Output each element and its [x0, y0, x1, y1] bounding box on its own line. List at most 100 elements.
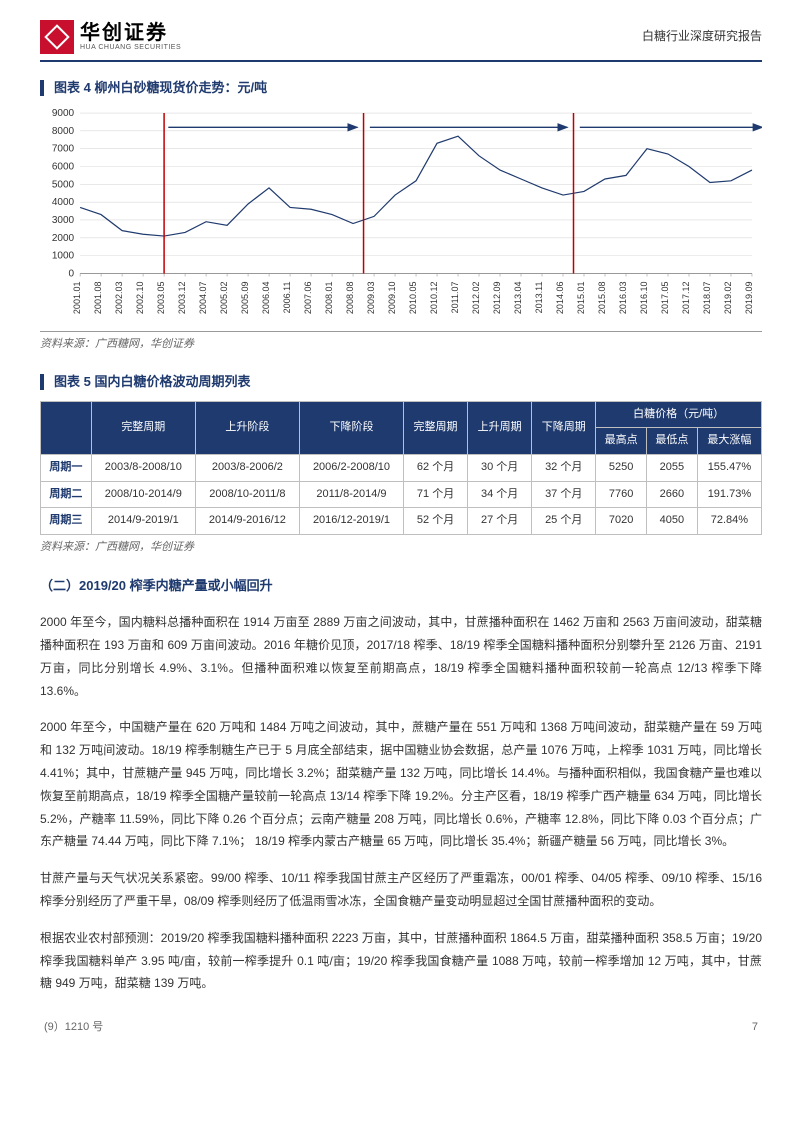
cell-full: 2003/8-2008/10	[91, 454, 195, 481]
svg-text:2014.06: 2014.06	[555, 281, 565, 314]
chart4-svg: 0100020003000400050006000700080009000200…	[40, 107, 762, 328]
svg-text:4000: 4000	[52, 197, 75, 208]
footer-left: (9）1210 号	[44, 1019, 103, 1037]
page-header: 华创证券 HUA CHUANG SECURITIES 白糖行业深度研究报告	[40, 20, 762, 62]
svg-text:2016.03: 2016.03	[618, 281, 628, 314]
svg-text:2019.09: 2019.09	[744, 281, 754, 314]
cell-amp: 72.84%	[697, 508, 761, 535]
svg-text:8000: 8000	[52, 126, 75, 137]
section2-p3: 甘蔗产量与天气状况关系紧密。99/00 榨季、10/11 榨季我国甘蔗主产区经历…	[40, 867, 762, 913]
svg-text:9000: 9000	[52, 108, 75, 119]
cell-down_m: 37 个月	[532, 481, 596, 508]
svg-text:2008.08: 2008.08	[345, 281, 355, 314]
th-low: 最低点	[647, 428, 698, 455]
th-amp: 最大涨幅	[697, 428, 761, 455]
th-up: 上升阶段	[195, 401, 299, 454]
svg-text:3000: 3000	[52, 215, 75, 226]
th-up-m: 上升周期	[468, 401, 532, 454]
cell-high: 7020	[596, 508, 647, 535]
cell-amp: 155.47%	[697, 454, 761, 481]
cell-label: 周期二	[41, 481, 92, 508]
table5-title: 图表 5 国内白糖价格波动周期列表	[54, 372, 250, 393]
logo-icon	[40, 20, 74, 54]
svg-text:2002.03: 2002.03	[114, 281, 124, 314]
cell-low: 4050	[647, 508, 698, 535]
svg-text:2012.02: 2012.02	[471, 281, 481, 314]
svg-text:2005.02: 2005.02	[219, 281, 229, 314]
chart4-source: 资料来源：广西糖网，华创证券	[40, 336, 762, 354]
cell-low: 2660	[647, 481, 698, 508]
svg-text:2011.07: 2011.07	[450, 281, 460, 313]
svg-text:2005.09: 2005.09	[240, 281, 250, 314]
cell-down: 2006/2-2008/10	[299, 454, 403, 481]
cell-high: 7760	[596, 481, 647, 508]
svg-text:2003.12: 2003.12	[177, 281, 187, 314]
cell-label: 周期一	[41, 454, 92, 481]
cell-full_m: 62 个月	[404, 454, 468, 481]
cell-up_m: 30 个月	[468, 454, 532, 481]
th-price: 白糖价格（元/吨）	[596, 401, 762, 428]
cell-label: 周期三	[41, 508, 92, 535]
th-down-m: 下降周期	[532, 401, 596, 454]
cell-down: 2011/8-2014/9	[299, 481, 403, 508]
cell-up_m: 27 个月	[468, 508, 532, 535]
svg-text:2001.01: 2001.01	[72, 281, 82, 314]
svg-text:2013.11: 2013.11	[534, 281, 544, 313]
footer-right: 7	[752, 1019, 758, 1037]
page-footer: (9）1210 号 7	[40, 1019, 762, 1037]
section2-p1: 2000 年至今，国内糖料总播种面积在 1914 万亩至 2889 万亩之间波动…	[40, 611, 762, 702]
cell-up: 2008/10-2011/8	[195, 481, 299, 508]
cell-full: 2008/10-2014/9	[91, 481, 195, 508]
svg-text:2013.04: 2013.04	[513, 281, 523, 314]
svg-text:2019.02: 2019.02	[723, 281, 733, 314]
svg-text:2009.03: 2009.03	[366, 281, 376, 314]
svg-text:6000: 6000	[52, 161, 75, 172]
title-bar-icon	[40, 80, 44, 96]
cell-amp: 191.73%	[697, 481, 761, 508]
svg-text:2015.08: 2015.08	[597, 281, 607, 314]
svg-text:2001.08: 2001.08	[93, 281, 103, 314]
th-blank	[41, 401, 92, 454]
cell-low: 2055	[647, 454, 698, 481]
cycle-table: 完整周期 上升阶段 下降阶段 完整周期 上升周期 下降周期 白糖价格（元/吨） …	[40, 401, 762, 535]
svg-text:2010.12: 2010.12	[429, 281, 439, 314]
svg-text:7000: 7000	[52, 143, 75, 154]
cell-full_m: 71 个月	[404, 481, 468, 508]
svg-text:2004.07: 2004.07	[198, 281, 208, 314]
logo-cn: 华创证券	[80, 22, 181, 44]
logo-block: 华创证券 HUA CHUANG SECURITIES	[40, 20, 181, 54]
th-full: 完整周期	[91, 401, 195, 454]
svg-text:2007.06: 2007.06	[303, 281, 313, 314]
cell-up: 2003/8-2006/2	[195, 454, 299, 481]
cell-down: 2016/12-2019/1	[299, 508, 403, 535]
section2-heading: （二）2019/20 榨季内糖产量或小幅回升	[40, 576, 762, 597]
logo-en: HUA CHUANG SECURITIES	[80, 44, 181, 52]
svg-text:2003.05: 2003.05	[156, 281, 166, 314]
cell-down_m: 25 个月	[532, 508, 596, 535]
table-row: 周期三2014/9-2019/12014/9-2016/122016/12-20…	[41, 508, 762, 535]
svg-text:2017.05: 2017.05	[660, 281, 670, 314]
cell-high: 5250	[596, 454, 647, 481]
cell-up_m: 34 个月	[468, 481, 532, 508]
cell-full: 2014/9-2019/1	[91, 508, 195, 535]
th-high: 最高点	[596, 428, 647, 455]
table-row: 周期一2003/8-2008/102003/8-2006/22006/2-200…	[41, 454, 762, 481]
section2-p4: 根据农业农村部预测：2019/20 榨季我国糖料播种面积 2223 万亩，其中，…	[40, 927, 762, 995]
title-bar-icon	[40, 374, 44, 390]
svg-text:2016.10: 2016.10	[639, 281, 649, 314]
cell-down_m: 32 个月	[532, 454, 596, 481]
svg-text:2000: 2000	[52, 233, 75, 244]
svg-text:2015.01: 2015.01	[576, 281, 586, 314]
svg-text:5000: 5000	[52, 179, 75, 190]
table5-title-row: 图表 5 国内白糖价格波动周期列表	[40, 372, 762, 393]
table5-source: 资料来源：广西糖网，华创证券	[40, 539, 762, 557]
section2-p2: 2000 年至今，中国糖产量在 620 万吨和 1484 万吨之间波动，其中，蔗…	[40, 716, 762, 853]
table-row: 周期二2008/10-2014/92008/10-2011/82011/8-20…	[41, 481, 762, 508]
doc-type: 白糖行业深度研究报告	[642, 27, 762, 46]
svg-text:2009.10: 2009.10	[387, 281, 397, 314]
svg-text:2012.09: 2012.09	[492, 281, 502, 314]
svg-text:0: 0	[69, 268, 75, 279]
th-full-m: 完整周期	[404, 401, 468, 454]
cell-full_m: 52 个月	[404, 508, 468, 535]
cell-up: 2014/9-2016/12	[195, 508, 299, 535]
